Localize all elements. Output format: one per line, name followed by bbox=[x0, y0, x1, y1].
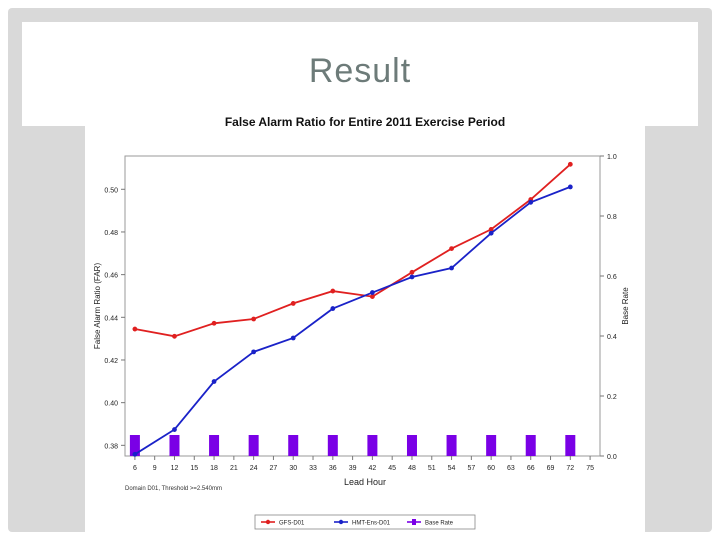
y-tick-label: 0.50 bbox=[104, 187, 118, 194]
legend: GFS-D01 HMT-Ens-D01 Base Rate bbox=[254, 514, 476, 530]
x-tick-label: 18 bbox=[210, 465, 218, 472]
y2-tick-label: 0.6 bbox=[607, 274, 617, 281]
legend-label: HMT-Ens-D01 bbox=[352, 521, 391, 527]
x-tick-label: 30 bbox=[289, 465, 297, 472]
y2-tick-label: 0.2 bbox=[607, 394, 617, 401]
data-point-hmt-ens-d01 bbox=[528, 199, 534, 205]
y-tick-label: 0.44 bbox=[104, 315, 118, 322]
base-rate-bar bbox=[129, 435, 140, 456]
y-tick-label: 0.48 bbox=[104, 230, 118, 237]
base-rate-bar bbox=[406, 435, 417, 456]
chart-footnote: Domain D01, Threshold >=2.540mm bbox=[125, 486, 222, 492]
data-point-gfs-d01 bbox=[567, 161, 573, 167]
data-point-hmt-ens-d01 bbox=[409, 274, 415, 280]
x-tick-label: 48 bbox=[408, 465, 416, 472]
y2-tick-label: 0.4 bbox=[607, 334, 617, 341]
data-point-gfs-d01 bbox=[290, 301, 296, 306]
y2-axis-title: Base Rate bbox=[621, 287, 630, 325]
data-point-hmt-ens-d01 bbox=[567, 184, 573, 190]
data-point-hmt-ens-d01 bbox=[172, 427, 177, 432]
base-rate-bar bbox=[248, 435, 259, 456]
data-point-gfs-d01 bbox=[369, 294, 375, 300]
x-axis: 6 9 12 15 18 21 24 27 30 33 36 39 42 45 48 51 54 57 60 63 66… bbox=[133, 456, 594, 472]
data-point-gfs-d01 bbox=[330, 288, 336, 294]
base-rate-bar bbox=[486, 435, 497, 456]
x-tick-label: 54 bbox=[448, 465, 456, 472]
data-point-gfs-d01 bbox=[211, 320, 217, 326]
chart-title: False Alarm Ratio for Entire 2011 Exerci… bbox=[225, 115, 505, 129]
x-tick-label: 27 bbox=[270, 465, 278, 472]
x-tick-label: 45 bbox=[388, 465, 396, 472]
y-axis-title: False Alarm Ratio (FAR) bbox=[93, 263, 102, 350]
base-rate-bar bbox=[525, 435, 536, 456]
y-axis-right: 0.0 0.2 0.4 0.6 0.8 1.0 bbox=[600, 154, 617, 461]
base-rate-bar bbox=[446, 435, 457, 456]
x-tick-label: 57 bbox=[467, 465, 475, 472]
x-tick-label: 72 bbox=[566, 465, 574, 472]
legend-swatch-marker bbox=[265, 519, 271, 525]
series-lines bbox=[132, 161, 573, 457]
base-rate-bar bbox=[565, 435, 576, 456]
x-tick-label: 69 bbox=[547, 465, 555, 472]
legend-swatch-marker bbox=[338, 519, 344, 525]
y-tick-label: 0.40 bbox=[104, 401, 118, 408]
data-point-hmt-ens-d01 bbox=[132, 451, 138, 457]
slide-title: Result bbox=[308, 52, 412, 90]
x-tick-label: 60 bbox=[487, 465, 495, 472]
base-rate-bar bbox=[367, 435, 378, 456]
series-line-gfs-d01 bbox=[134, 163, 571, 338]
data-point-hmt-ens-d01 bbox=[488, 230, 494, 236]
x-axis-title: Lead Hour bbox=[344, 477, 386, 487]
base-rate-bars bbox=[129, 435, 576, 456]
y2-tick-label: 0.0 bbox=[607, 454, 617, 461]
x-tick-label: 75 bbox=[586, 465, 594, 472]
x-tick-label: 39 bbox=[349, 465, 357, 472]
data-point-gfs-d01 bbox=[132, 326, 138, 332]
series-line-hmt-ens-d01 bbox=[134, 186, 571, 456]
data-point-gfs-d01 bbox=[409, 269, 415, 275]
legend-swatch-bar bbox=[412, 519, 416, 525]
base-rate-bar bbox=[169, 435, 180, 456]
data-point-hmt-ens-d01 bbox=[290, 335, 296, 341]
data-point-hmt-ens-d01 bbox=[211, 379, 217, 384]
y2-tick-label: 1.0 bbox=[607, 154, 617, 161]
far-chart: False Alarm Ratio for Entire 2011 Exerci… bbox=[93, 115, 630, 530]
data-point-gfs-d01 bbox=[449, 246, 454, 252]
x-tick-label: 51 bbox=[428, 465, 436, 472]
legend-box bbox=[254, 514, 476, 530]
data-point-hmt-ens-d01 bbox=[330, 306, 336, 311]
x-tick-label: 21 bbox=[230, 465, 238, 472]
x-tick-label: 12 bbox=[171, 465, 179, 472]
x-tick-label: 9 bbox=[153, 465, 157, 472]
y-tick-label: 0.42 bbox=[104, 358, 118, 365]
x-tick-label: 36 bbox=[329, 465, 337, 472]
base-rate-bar bbox=[327, 435, 338, 456]
y2-tick-label: 0.8 bbox=[607, 214, 617, 221]
data-point-hmt-ens-d01 bbox=[251, 349, 257, 355]
legend-label: Base Rate bbox=[425, 521, 454, 527]
data-point-gfs-d01 bbox=[488, 226, 494, 232]
x-tick-label: 63 bbox=[507, 465, 515, 472]
base-rate-bar bbox=[288, 435, 299, 456]
data-point-gfs-d01 bbox=[251, 316, 257, 322]
y-tick-label: 0.38 bbox=[104, 443, 118, 450]
legend-label: GFS-D01 bbox=[279, 521, 305, 527]
data-point-hmt-ens-d01 bbox=[369, 290, 375, 295]
x-tick-label: 33 bbox=[309, 465, 317, 472]
x-tick-label: 66 bbox=[527, 465, 535, 472]
data-point-gfs-d01 bbox=[172, 333, 177, 339]
base-rate-bar bbox=[209, 435, 220, 456]
data-point-hmt-ens-d01 bbox=[449, 265, 454, 271]
x-tick-label: 42 bbox=[368, 465, 376, 472]
x-tick-label: 6 bbox=[133, 465, 137, 472]
y-tick-label: 0.46 bbox=[104, 273, 118, 280]
chart-panel: False Alarm Ratio for Entire 2011 Exerci… bbox=[85, 104, 645, 540]
y-axis-left: 0.38 0.40 0.42 0.44 0.46 0.48 0.50 bbox=[104, 187, 125, 450]
x-tick-label: 15 bbox=[190, 465, 198, 472]
x-tick-label: 24 bbox=[250, 465, 258, 472]
